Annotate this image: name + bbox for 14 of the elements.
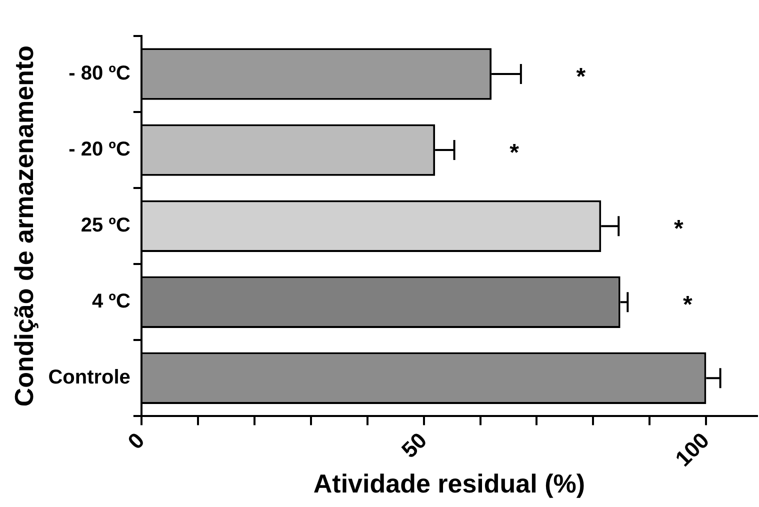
annotation: * (576, 64, 586, 91)
x-tick-label: 0 (122, 428, 150, 454)
annotation: * (683, 292, 693, 319)
annotation: * (510, 140, 520, 167)
y-tick-label: - 20 ºC (68, 138, 130, 161)
y-tick-label: Controle (48, 366, 130, 389)
y-axis-title: Condição de armazenamento (8, 45, 39, 407)
annotation: * (674, 216, 684, 243)
y-tick-label: 25 ºC (80, 214, 130, 237)
y-tick-label: - 80 ºC (68, 62, 130, 85)
x-tick-label: 100 (670, 428, 714, 472)
x-axis-title: Atividade residual (%) (313, 468, 586, 499)
y-tick-label: 4 ºC (92, 290, 130, 313)
x-tick-label: 50 (396, 428, 432, 463)
